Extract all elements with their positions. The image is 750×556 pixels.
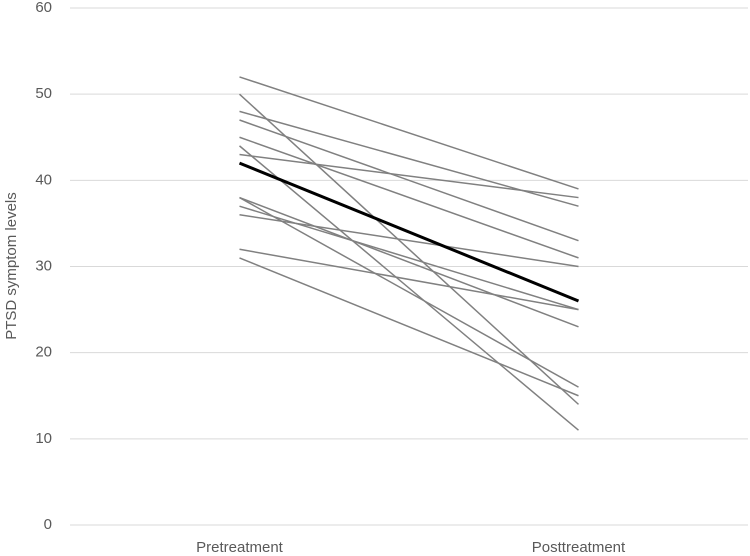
series-line xyxy=(238,93,580,405)
series-line xyxy=(239,76,579,190)
y-tick-label: 60 xyxy=(35,0,52,16)
series-line xyxy=(239,257,579,397)
series-line xyxy=(239,153,579,199)
series-line xyxy=(239,145,579,431)
series-line xyxy=(239,196,579,328)
series-line xyxy=(239,119,579,242)
y-tick-label: 40 xyxy=(35,171,52,188)
series-line xyxy=(239,110,579,207)
series-line xyxy=(239,196,579,388)
y-tick-label: 50 xyxy=(35,85,52,102)
y-tick-label: 0 xyxy=(44,516,52,533)
series-line xyxy=(239,248,579,311)
y-tick-label: 10 xyxy=(35,430,52,447)
series-line xyxy=(239,214,579,268)
x-tick-label: Posttreatment xyxy=(532,539,626,556)
y-tick-label: 30 xyxy=(35,257,52,274)
y-axis-label: PTSD symptom levels xyxy=(3,192,20,340)
series-line xyxy=(238,161,580,303)
series-line xyxy=(239,136,579,259)
x-tick-label: Pretreatment xyxy=(196,539,284,556)
y-tick-label: 20 xyxy=(35,344,52,361)
